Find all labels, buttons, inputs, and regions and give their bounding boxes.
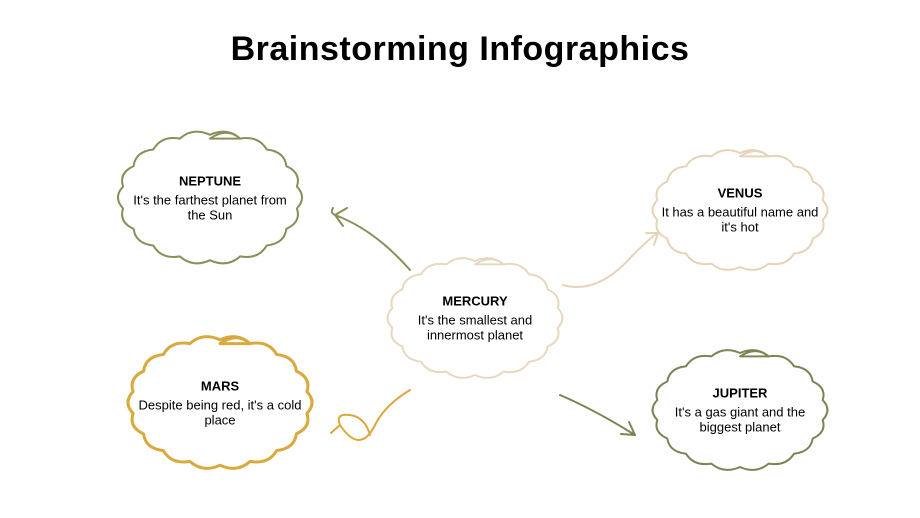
cloud-jupiter: JUPITER It's a gas giant and the biggest … — [640, 335, 840, 485]
cloud-text-venus: VENUS It has a beautiful name and it's ho… — [660, 186, 820, 235]
arrow-venus — [558, 225, 668, 295]
cloud-heading-mercury: MERCURY — [395, 294, 555, 309]
cloud-mars: MARS Despite being red, it's a cold place — [115, 320, 325, 485]
cloud-text-mars: MARS Despite being red, it's a cold place — [136, 378, 304, 427]
cloud-heading-venus: VENUS — [660, 186, 820, 201]
cloud-venus: VENUS It has a beautiful name and it's ho… — [640, 135, 840, 285]
cloud-heading-mars: MARS — [136, 378, 304, 393]
cloud-desc-mars: Despite being red, it's a cold place — [136, 397, 304, 427]
cloud-heading-neptune: NEPTUNE — [126, 173, 294, 188]
cloud-heading-jupiter: JUPITER — [660, 386, 820, 401]
cloud-desc-mercury: It's the smallest and innermost planet — [395, 313, 555, 343]
cloud-desc-neptune: It's the farthest planet from the Sun — [126, 192, 294, 222]
cloud-text-jupiter: JUPITER It's a gas giant and the biggest … — [660, 386, 820, 435]
cloud-desc-jupiter: It's a gas giant and the biggest planet — [660, 405, 820, 435]
cloud-text-neptune: NEPTUNE It's the farthest planet from the… — [126, 173, 294, 222]
cloud-text-mercury: MERCURY It's the smallest and innermost p… — [395, 294, 555, 343]
cloud-neptune: NEPTUNE It's the farthest planet from the… — [105, 115, 315, 280]
arrow-jupiter — [555, 390, 655, 450]
page-title: Brainstorming Infographics — [0, 30, 920, 69]
arrow-neptune — [325, 200, 415, 280]
cloud-desc-venus: It has a beautiful name and it's hot — [660, 205, 820, 235]
arrow-mars — [325, 385, 425, 465]
